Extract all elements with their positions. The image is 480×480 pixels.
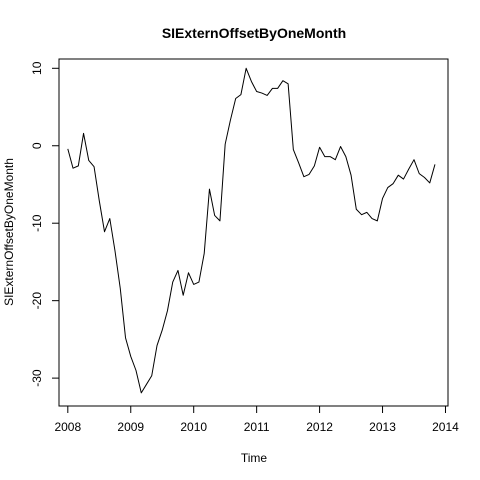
x-axis-label: Time [241,451,268,465]
plot-frame [58,58,449,407]
x-tick-label: 2012 [306,420,333,434]
x-axis: 2008 2009 2010 2011 2012 2013 2014 [54,405,459,434]
x-tick-label: 2008 [54,420,81,434]
y-axis-label: SIExternOffsetByOneMonth [2,158,16,306]
x-tick-label: 2010 [180,420,207,434]
x-tick-label: 2014 [432,420,459,434]
y-tick-label: -30 [30,369,44,387]
y-tick-label: -20 [30,292,44,310]
y-tick-label: 0 [30,142,44,149]
y-axis: -30 -20 -10 0 10 [30,61,60,387]
series-line [67,67,436,394]
y-tick-label: 10 [30,61,44,75]
chart-title: SIExternOffsetByOneMonth [162,25,346,41]
x-tick-label: 2009 [117,420,144,434]
y-tick-label: -10 [30,214,44,232]
x-tick-label: 2013 [369,420,396,434]
x-tick-label: 2011 [244,420,270,434]
